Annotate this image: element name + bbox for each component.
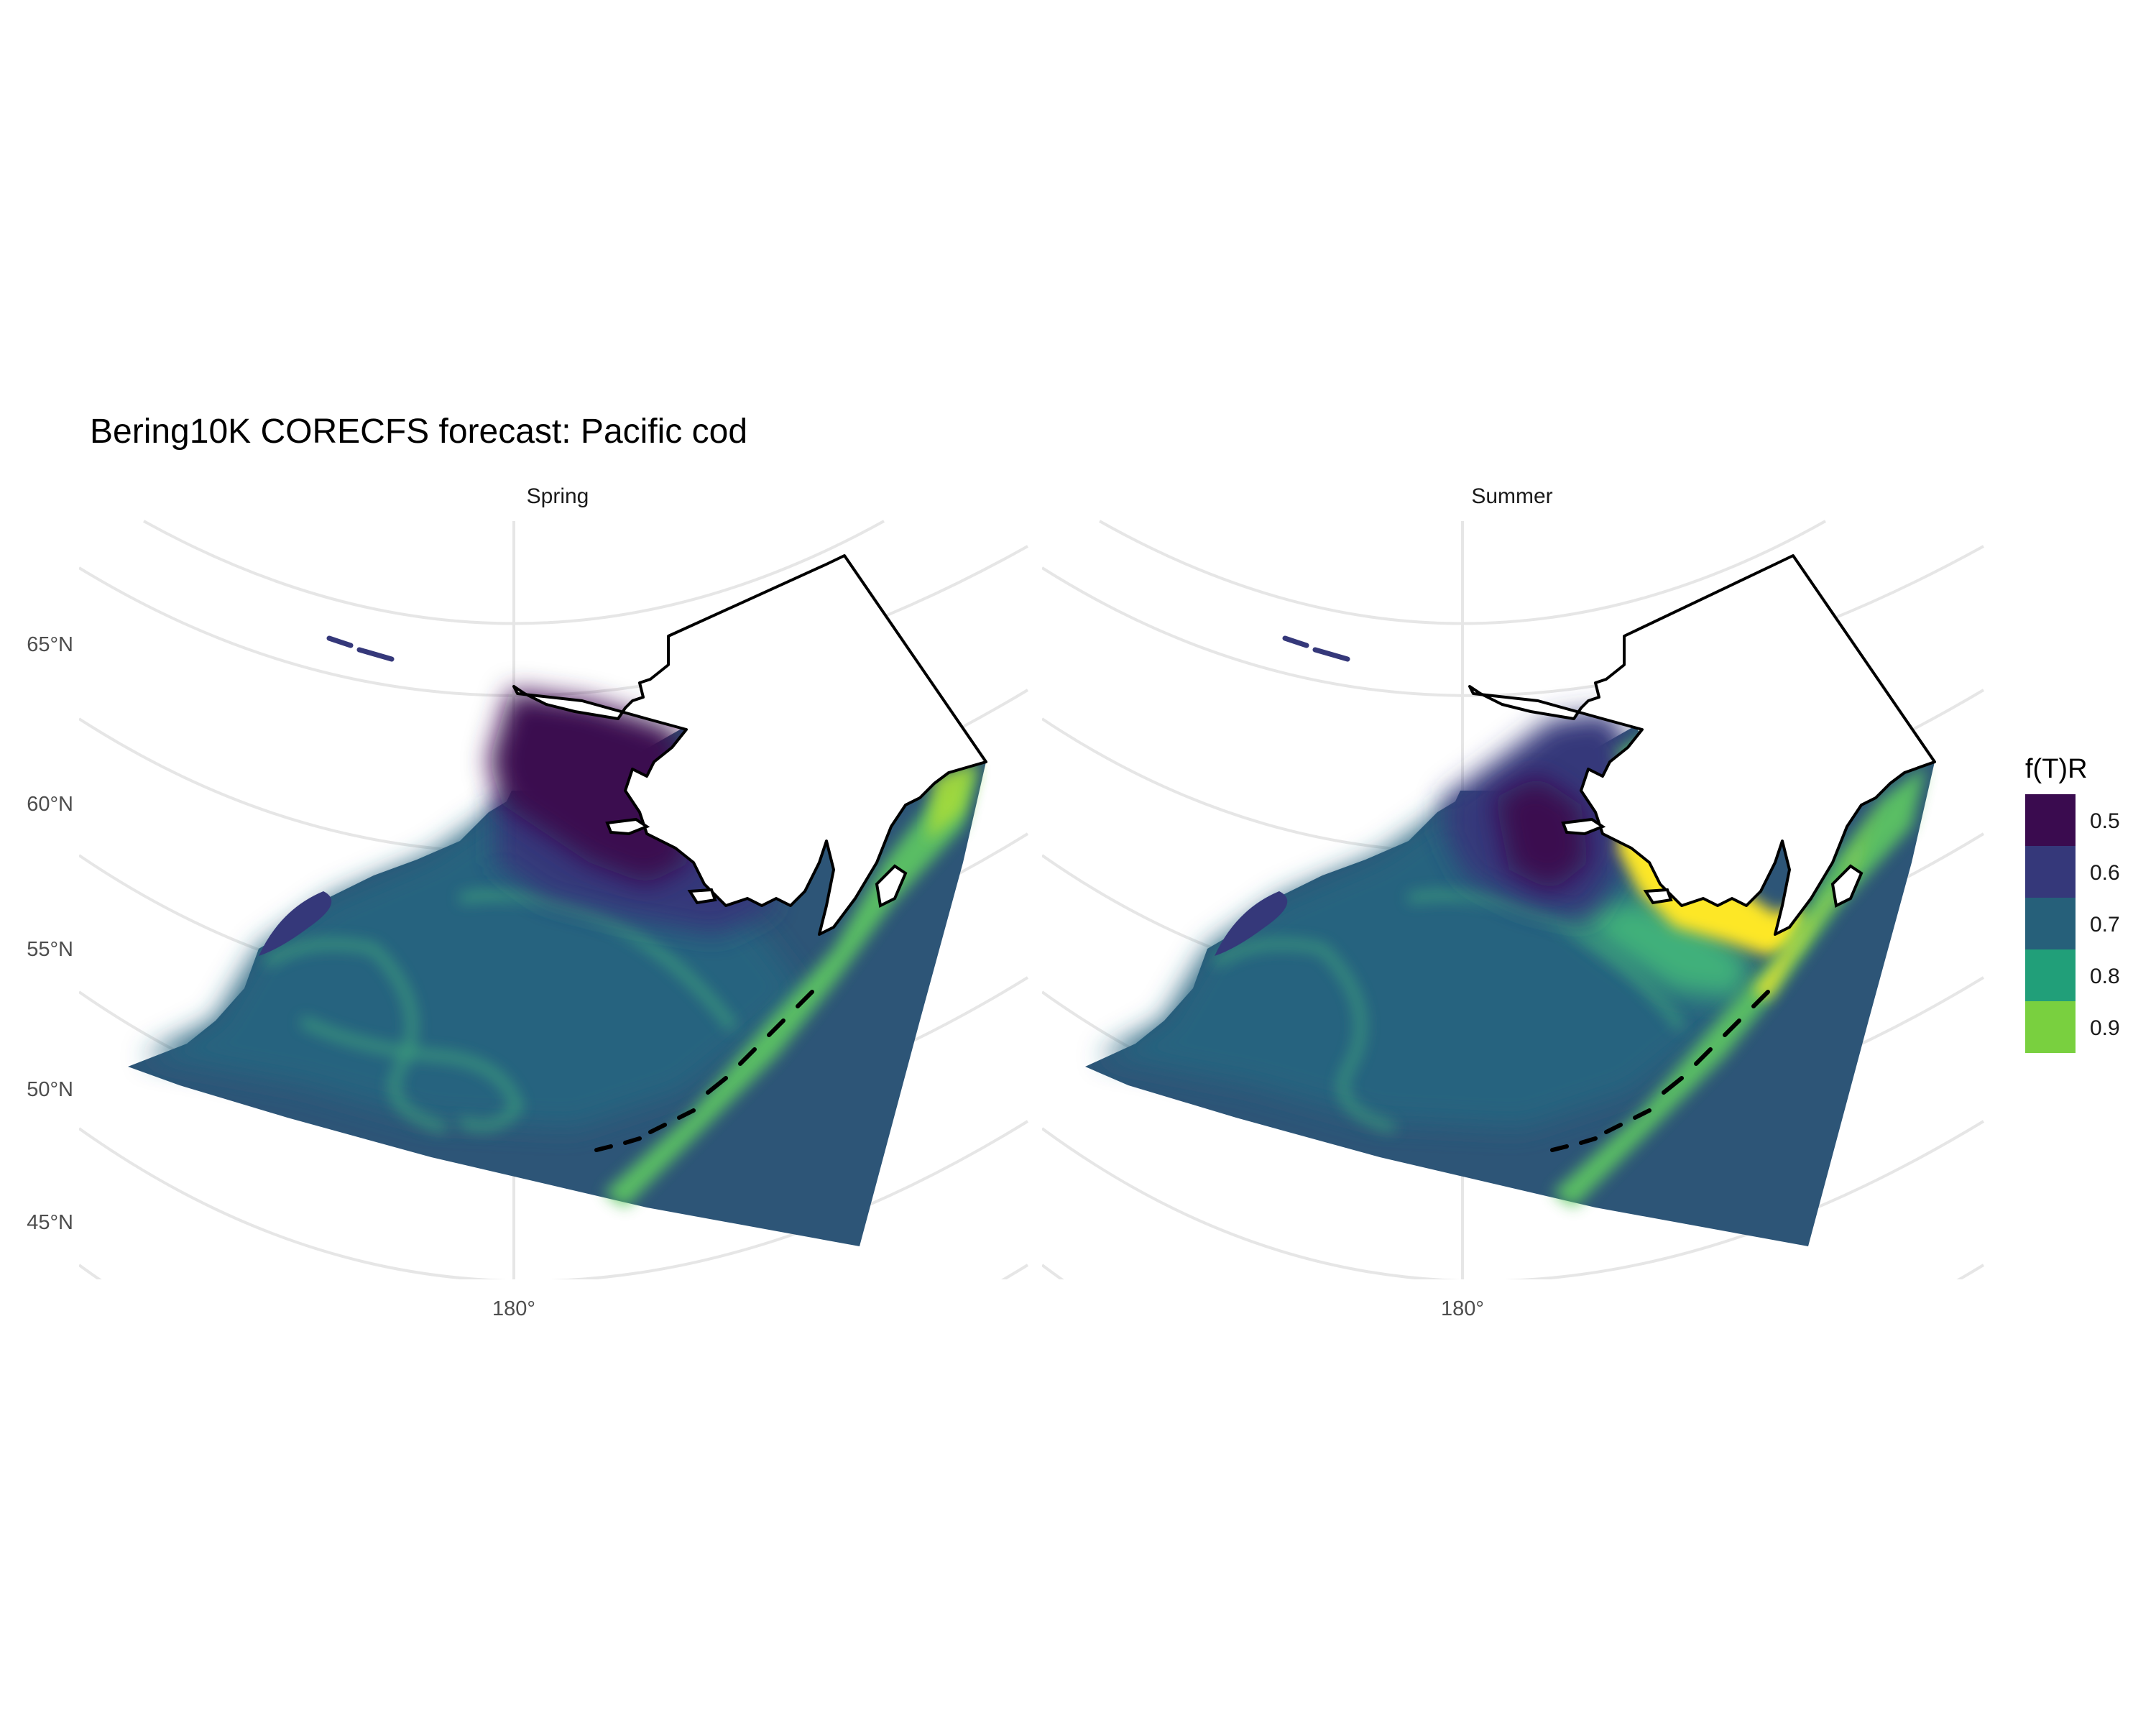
legend-label: 0.7: [2090, 913, 2120, 937]
lat-label-60: 60°N: [27, 793, 73, 816]
st-lawrence-island-summer: [1561, 817, 1606, 836]
legend-swatch: [2025, 794, 2076, 846]
aleutian-low-summer: [1215, 891, 1288, 956]
legend-label: 0.6: [2090, 861, 2120, 885]
legend: f(T)R 0.5 0.6 0.7 0.8 0.9: [2025, 754, 2120, 1053]
fronts-summer: [1212, 891, 1685, 1133]
panel-spring: Spring: [27, 484, 1029, 1320]
lat-label-45: 45°N: [27, 1211, 73, 1234]
legend-swatch: [2025, 1001, 2076, 1053]
lena-dash-spring: [326, 635, 395, 662]
aleutian-islands-summer: [1550, 990, 1770, 1152]
legend-label: 0.8: [2090, 965, 2120, 988]
aleutian-islands-spring: [594, 990, 814, 1152]
coastal-band-yellow-spring: [927, 762, 977, 841]
coastal-band-yellow-summer: [1754, 791, 1883, 999]
panel-summer: Summer: [1042, 484, 1985, 1320]
coastal-band-summer: [1552, 765, 1926, 1208]
legend-swatch: [2025, 846, 2076, 898]
kodiak-island-summer: [1830, 864, 1864, 908]
lon-label-180-spring: 180°: [492, 1297, 535, 1320]
st-lawrence-island-spring: [605, 817, 650, 836]
fronts-spring: [263, 891, 737, 1133]
mid-shelf-summer: [1567, 898, 1754, 999]
land-alaska-spring: [512, 554, 987, 936]
kodiak-island-spring: [875, 864, 908, 908]
lowest-zone-spring: [489, 690, 690, 884]
lowest-zone-summer: [1495, 776, 1588, 891]
lena-dash-summer: [1282, 635, 1350, 662]
panel-label-spring: Spring: [527, 484, 589, 508]
legend-label: 0.9: [2090, 1016, 2120, 1040]
aleutian-low-spring: [259, 891, 332, 956]
legend-title: f(T)R: [2025, 754, 2088, 784]
nunivak-island-spring: [687, 888, 717, 905]
legend-swatch: [2025, 949, 2076, 1001]
lon-label-180-summer: 180°: [1441, 1297, 1484, 1320]
legend-label: 0.5: [2090, 809, 2120, 833]
lat-label-50: 50°N: [27, 1078, 73, 1101]
chart-title: Bering10K CORECFS forecast: Pacific cod: [90, 413, 747, 451]
lat-label-65: 65°N: [27, 633, 73, 656]
legend-swatch: [2025, 898, 2076, 949]
nunivak-island-summer: [1643, 888, 1673, 905]
lat-label-55: 55°N: [27, 938, 73, 961]
panel-label-summer: Summer: [1471, 484, 1552, 508]
land-alaska-summer: [1468, 554, 1936, 936]
